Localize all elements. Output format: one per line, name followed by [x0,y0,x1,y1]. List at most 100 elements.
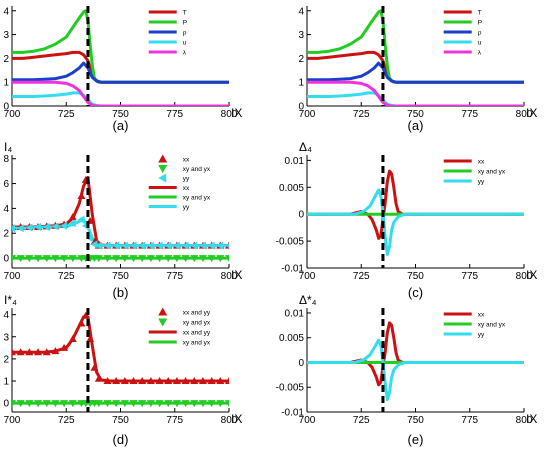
data-point [12,224,15,233]
y-tick-label: 2 [3,354,9,365]
x-tick-label: 800 [221,415,238,426]
x-tick-label: 700 [299,271,316,282]
data-point [103,400,112,408]
data-point [34,223,42,232]
data-point [120,400,129,408]
data-point [207,377,216,385]
data-point [190,241,198,250]
data-point [225,377,229,385]
y-tick-label: 0.01 [285,156,305,167]
y-tick-label: 4 [3,310,9,321]
legend: xx xy and yx yy [443,159,506,186]
data-point [12,348,16,356]
data-point [51,347,60,355]
legend-label: xx [478,159,485,166]
data-point [112,377,121,385]
data-point [120,255,129,263]
data-point [34,400,43,408]
data-point [68,255,77,263]
data-point [60,255,69,263]
data-point [146,377,155,385]
series-line [12,80,229,106]
x-tick-label: 700 [4,109,21,120]
y-tick-label: -0.005 [276,237,305,248]
y-axis-label: I*₄ [4,293,17,307]
legend-label: xy and yx [478,322,506,329]
legend: xx and yy xy and yx xx and yy xy and yx [148,307,211,347]
data-point [90,240,98,249]
legend-marker [158,307,168,316]
y-tick-label: 4 [3,6,9,17]
data-point [77,319,86,327]
series-line [307,188,524,256]
x-tick-label: 750 [112,109,129,120]
data-point [138,241,146,250]
legend-label: xy and yx [183,166,211,173]
y-tick-label: 3 [3,332,9,343]
legend-label: xy and yx [183,320,211,327]
data-point [172,400,181,408]
data-point [225,255,229,263]
data-point [34,348,43,356]
x-tick-label: 750 [407,415,424,426]
data-point [94,400,103,408]
legend-label: ρ [478,30,482,37]
data-point [190,255,199,263]
legend-label: λ [183,50,187,57]
data-point [181,377,190,385]
data-point [16,400,25,408]
x-tick-label: 775 [461,271,478,282]
y-tick-label: 1 [3,78,9,89]
y-tick-label: 3 [298,30,304,41]
legend-label: xx and yy [183,310,211,317]
plot-area [12,175,229,263]
data-point [146,241,154,250]
legend-label: u [478,40,482,47]
data-point [112,255,121,263]
y-tick-label: 0.005 [279,183,304,194]
legend-label: yy [183,204,190,211]
x-axis-label: IX [231,412,242,426]
data-point [77,191,86,199]
data-point [155,400,164,408]
y-tick-label: -0.01 [281,408,304,419]
data-point [225,400,229,408]
data-point [103,377,112,385]
x-tick-label: 775 [166,271,183,282]
legend-label: xy and yx [183,340,211,347]
panel-caption: (a) [113,118,129,133]
legend-label: yy [478,179,485,186]
x-axis-label: IX [231,268,242,282]
data-point [120,377,129,385]
data-point [112,241,120,250]
y-tick-label: 6 [3,179,9,190]
y-tick-label: -0.01 [281,264,304,275]
legend-label: T [183,10,187,17]
data-point [181,400,190,408]
chart-e: 700 725 750 775 800 -0.01 -0.005 0 0.005 0.01 IX Δ*… [276,293,538,447]
legend-label: xy and yx [478,169,506,176]
data-point [34,255,43,263]
series-line [307,61,524,84]
data-point [181,241,189,250]
data-point [190,377,199,385]
y-tick-label: 3 [3,30,9,41]
y-tick-label: 4 [3,204,9,215]
data-point [42,400,51,408]
data-point [112,400,121,408]
data-point [190,400,199,408]
legend: xx xy and yx yy xx xy and yx yy [148,154,211,211]
panel-caption: (e) [408,432,424,447]
x-tick-label: 700 [299,109,316,120]
x-tick-label: 750 [407,271,424,282]
data-point [68,334,77,342]
series-line [12,9,229,84]
data-point [86,234,94,243]
data-point [16,255,25,263]
x-tick-label: 775 [166,109,183,120]
data-point [207,400,216,408]
panel-caption: (d) [113,432,129,447]
